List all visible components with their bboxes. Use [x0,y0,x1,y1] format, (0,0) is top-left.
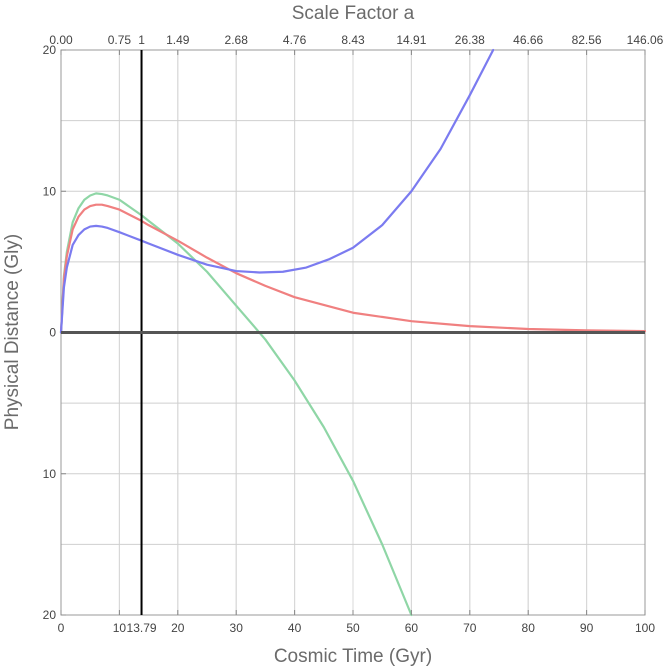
x-tick-label: 20 [171,621,185,635]
top-tick-label: 146.06 [627,33,664,47]
y-tick-label: 10 [43,184,57,198]
y-tick-label: 10 [43,467,57,481]
x-tick-label: 0 [58,621,65,635]
top-tick-label: 0.75 [108,33,132,47]
x-tick-label: 50 [346,621,360,635]
x-tick-label: 13.79 [127,621,157,635]
x-tick-label: 80 [522,621,536,635]
top-tick-label: 8.43 [341,33,365,47]
y-tick-label: 20 [43,43,57,57]
x-axis-title: Cosmic Time (Gyr) [274,646,432,667]
top-tick-label: 1.49 [166,33,190,47]
top-tick-label: 4.76 [283,33,307,47]
x-tick-label: 90 [580,621,594,635]
top-tick-label: 46.66 [513,33,543,47]
tick-marks [60,49,646,616]
top-tick-label: 14.91 [396,33,426,47]
x-tick-label: 70 [463,621,477,635]
x-tick-label: 10 [113,621,127,635]
y-tick-label: 20 [43,608,57,622]
series-line-blue [59,48,495,334]
top-tick-label: 26.38 [455,33,485,47]
x-tick-label: 30 [230,621,244,635]
x-tick-label: 100 [635,621,655,635]
y-axis-title: Physical Distance (Gly) [2,234,23,430]
series-line-green [59,192,413,617]
top-tick-label: 0.00 [49,33,73,47]
x-tick-label: 40 [288,621,302,635]
reference-lines [61,50,645,615]
series-line-red [59,203,647,334]
x-tick-label: 60 [405,621,419,635]
chart-title: Scale Factor a [292,3,415,24]
top-tick-label: 1 [138,33,145,47]
top-tick-label: 82.56 [572,33,602,47]
top-tick-label: 2.68 [225,33,249,47]
y-tick-label: 0 [49,326,56,340]
series-lines [59,48,647,617]
